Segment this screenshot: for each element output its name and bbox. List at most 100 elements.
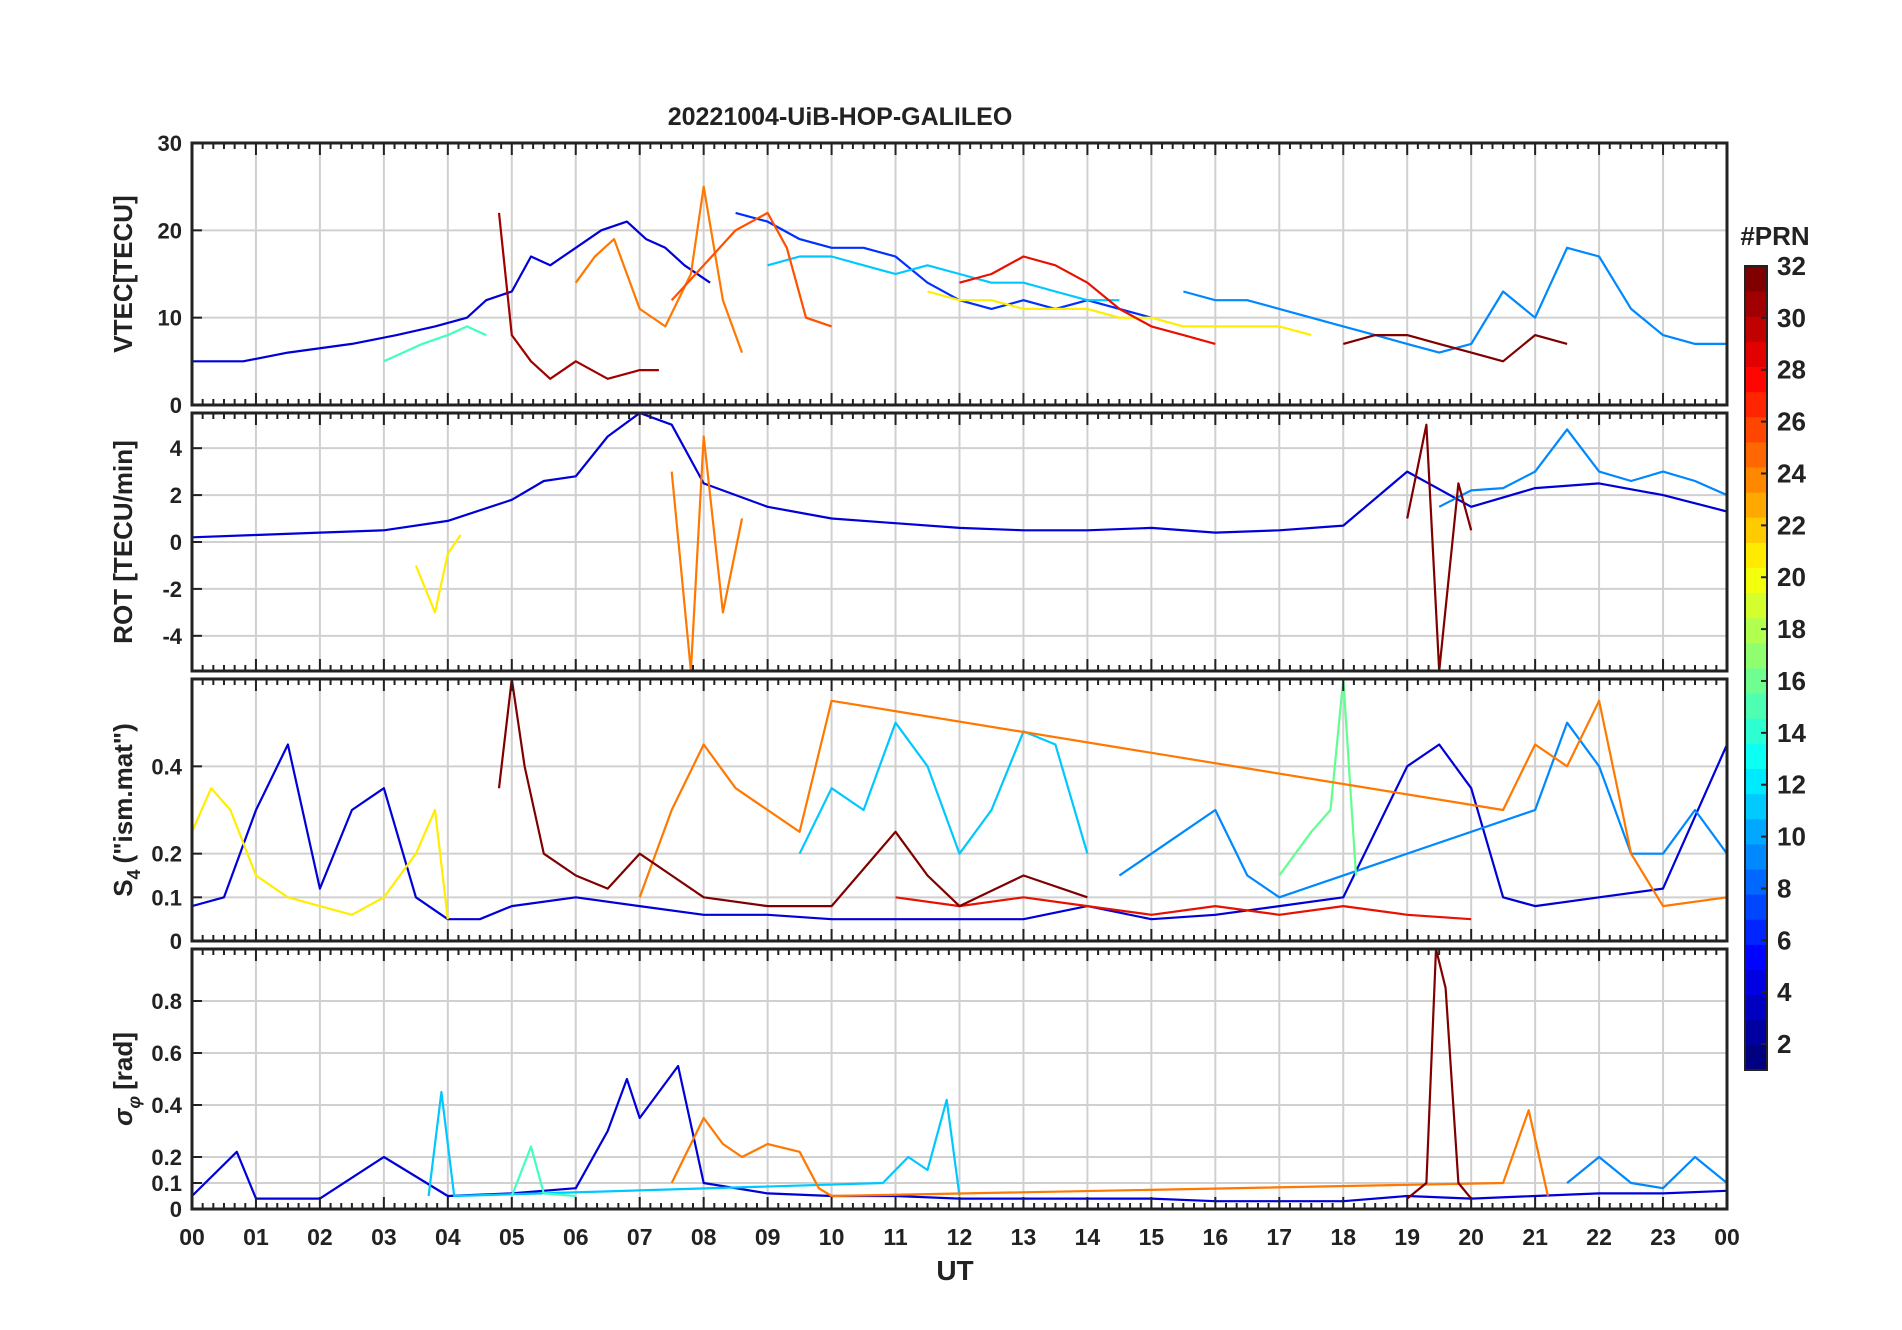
colorbar-swatch [1745, 919, 1767, 945]
x-tick-label: 18 [1330, 1224, 1356, 1250]
colorbar-swatch [1745, 969, 1767, 996]
series-line-prn-23 [670, 1109, 1549, 1198]
y-tick-label: 4 [170, 436, 183, 461]
axes-frame [190, 947, 1729, 1211]
colorbar-swatch [1745, 391, 1767, 418]
colorbar-swatch [1745, 567, 1767, 594]
colorbar-swatch [1745, 1044, 1767, 1071]
series-line-prn-19 [414, 534, 462, 614]
colorbar-tick-label: 4 [1777, 977, 1792, 1007]
y-tick-label: 2 [170, 483, 182, 508]
y-axis-label-sub: 4 [124, 869, 144, 879]
y-axis-label-main: σ [108, 1107, 138, 1126]
series-line-prn-11 [767, 255, 1120, 302]
x-tick-label: 23 [1650, 1224, 1676, 1250]
colorbar-tick-label: 30 [1777, 303, 1806, 333]
y-tick-label: -2 [162, 577, 182, 602]
series-line-prn-23 [670, 435, 744, 671]
y-tick-label: 0.4 [151, 1093, 182, 1118]
x-tick-label: 07 [627, 1224, 653, 1250]
x-tick-label: 04 [435, 1224, 461, 1250]
colorbar-swatch [1745, 693, 1767, 719]
series-line-prn-11 [427, 1090, 961, 1198]
x-tick-label: 00 [179, 1224, 205, 1250]
x-tick-label: 06 [563, 1224, 589, 1250]
axes-frame [190, 411, 1729, 673]
colorbar-tick-label: 32 [1777, 251, 1806, 281]
series-line-prn-11 [798, 721, 1089, 855]
series-line-prn-9 [1438, 428, 1727, 508]
colorbar-tick-label: 8 [1777, 873, 1791, 903]
y-axis-label-main: S [108, 879, 138, 896]
colorbar-swatch [1745, 291, 1767, 317]
series-line-prn-32 [497, 679, 1088, 908]
y-axis-label-rest: ("ism.mat") [108, 723, 138, 863]
y-tick-label: 0 [170, 929, 182, 954]
colorbar-tick-label: 10 [1777, 822, 1806, 852]
series-group [192, 679, 1727, 921]
panel-s4: 0 0.1 0.2 0.4 S4 ("ism.mat") [108, 677, 1729, 954]
series-line-prn-25 [670, 211, 832, 328]
y-tick-label: 0.1 [151, 1171, 182, 1196]
colorbar-tick-label: 6 [1777, 925, 1791, 955]
series-line-prn-9 [1118, 721, 1727, 899]
colorbar-tick-label: 26 [1777, 407, 1806, 437]
x-tick-label: 05 [499, 1224, 525, 1250]
colorbar-swatch [1745, 316, 1767, 342]
colorbar-tick-label: 24 [1777, 458, 1806, 488]
x-tick-label: 00 [1714, 1224, 1740, 1250]
x-tick-label: 15 [1139, 1224, 1165, 1250]
colorbar-tick-label: 22 [1777, 510, 1806, 540]
colorbar-swatch [1745, 743, 1767, 769]
x-tick-label: 12 [947, 1224, 973, 1250]
series-line-prn-17 [1278, 679, 1358, 877]
colorbar-swatch [1745, 366, 1767, 393]
x-tick-label: 22 [1586, 1224, 1612, 1250]
colorbar-tick-label: 2 [1777, 1029, 1791, 1059]
colorbar-swatch [1745, 818, 1767, 845]
colorbar-swatch [1745, 266, 1767, 292]
series-line-prn-3 [192, 743, 1727, 921]
colorbar-swatch [1745, 944, 1767, 970]
y-tick-label: 0.8 [151, 989, 182, 1014]
series-group [192, 185, 1727, 380]
x-tick-label: 10 [819, 1224, 845, 1250]
y-axis-label: ROT [TECU/min] [108, 440, 138, 644]
colorbar-swatch [1745, 894, 1767, 920]
x-tick-label: 20 [1458, 1224, 1484, 1250]
colorbar-swatch [1745, 542, 1767, 568]
series-line-prn-28 [895, 896, 1472, 921]
colorbar-swatch [1745, 341, 1767, 367]
series-line-prn-3 [192, 1064, 1727, 1203]
y-tick-label: 0 [170, 530, 182, 555]
series-line-prn-5 [735, 211, 1152, 319]
x-tick-label: 01 [243, 1224, 269, 1250]
y-axis-label-sub: φ [124, 1096, 144, 1109]
x-tick-label: 17 [1266, 1224, 1292, 1250]
y-tick-label: 0 [170, 393, 182, 418]
colorbar-swatch [1745, 718, 1767, 744]
y-tick-label: 0 [170, 1197, 182, 1222]
colorbar-swatch [1745, 869, 1767, 895]
series-line-prn-23 [638, 699, 1727, 908]
x-tick-label: 14 [1075, 1224, 1101, 1250]
y-tick-label: 20 [158, 218, 182, 243]
colorbar-swatch [1745, 768, 1767, 795]
x-tick-label: 02 [307, 1224, 333, 1250]
colorbar-title: #PRN [1740, 221, 1809, 251]
series-line-prn-23 [574, 185, 744, 353]
colorbar-swatch [1745, 994, 1767, 1021]
series-line-prn-32 [1406, 423, 1473, 671]
x-tick-label: 19 [1394, 1224, 1420, 1250]
colorbar-swatch [1745, 441, 1767, 468]
axes-frame [190, 141, 1729, 407]
series-line-prn-9 [1566, 1155, 1727, 1190]
x-axis-label: UT [936, 1255, 973, 1286]
colorbar-tick-label: 14 [1777, 718, 1806, 748]
x-tick-label: 21 [1522, 1224, 1548, 1250]
colorbar-tick-label: 16 [1777, 666, 1806, 696]
x-tick-label: 16 [1203, 1224, 1229, 1250]
y-tick-label: -4 [162, 624, 182, 649]
